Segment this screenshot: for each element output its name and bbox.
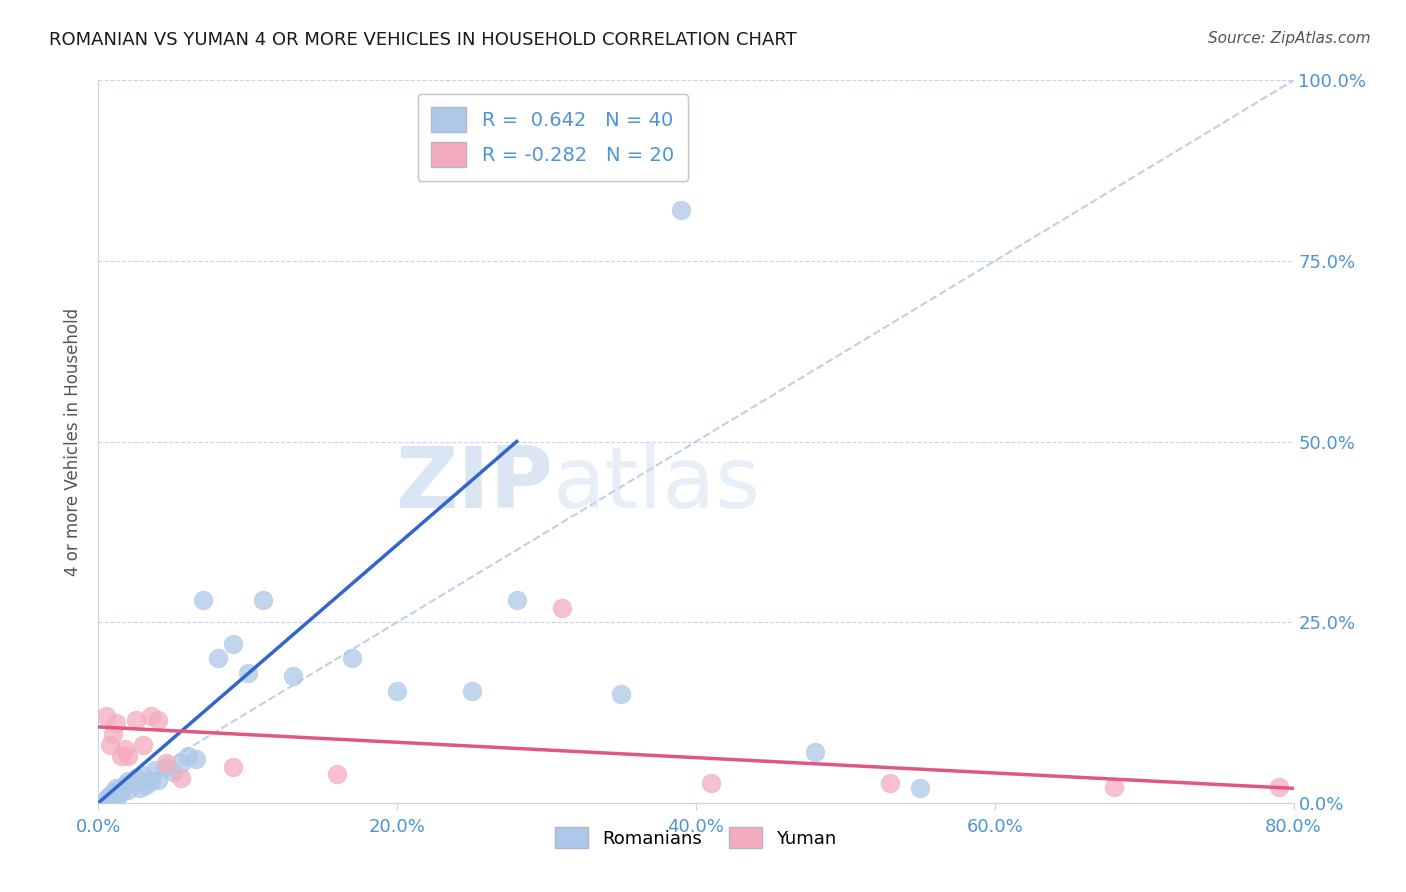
Point bbox=[110, 785, 132, 799]
Point bbox=[105, 716, 128, 731]
Point bbox=[98, 738, 122, 752]
Point bbox=[107, 789, 129, 803]
Point bbox=[125, 713, 148, 727]
Point bbox=[162, 765, 184, 780]
Point bbox=[222, 637, 245, 651]
Point bbox=[110, 748, 132, 763]
Text: atlas: atlas bbox=[553, 443, 761, 526]
Point bbox=[804, 745, 827, 759]
Point bbox=[132, 738, 155, 752]
Point bbox=[139, 774, 162, 789]
Point bbox=[148, 772, 170, 787]
Point bbox=[117, 748, 139, 763]
Point bbox=[132, 768, 155, 782]
Point bbox=[155, 756, 177, 770]
Point bbox=[326, 767, 349, 781]
Point bbox=[117, 782, 139, 797]
Point bbox=[105, 781, 128, 796]
Point bbox=[236, 665, 259, 680]
Point bbox=[1267, 780, 1289, 794]
Point bbox=[94, 792, 117, 806]
Point bbox=[177, 748, 200, 763]
Point bbox=[700, 775, 723, 789]
Point bbox=[550, 600, 572, 615]
Point bbox=[385, 683, 409, 698]
Point bbox=[191, 593, 214, 607]
Point bbox=[103, 787, 125, 801]
Point bbox=[108, 782, 131, 797]
Point bbox=[169, 756, 191, 770]
Point bbox=[98, 790, 122, 805]
Point bbox=[879, 775, 901, 789]
Point bbox=[120, 775, 142, 789]
Text: ZIP: ZIP bbox=[395, 443, 553, 526]
Point bbox=[148, 713, 170, 727]
Point bbox=[114, 778, 136, 792]
Point bbox=[169, 771, 191, 785]
Point bbox=[252, 593, 274, 607]
Legend: R =  0.642   N = 40, R = -0.282   N = 20: R = 0.642 N = 40, R = -0.282 N = 20 bbox=[418, 94, 688, 180]
Point bbox=[135, 778, 157, 792]
Point bbox=[143, 764, 166, 778]
Point bbox=[103, 727, 125, 741]
Point bbox=[222, 760, 245, 774]
Point bbox=[125, 771, 148, 785]
Point bbox=[506, 593, 529, 607]
Point bbox=[155, 760, 177, 774]
Point bbox=[281, 669, 304, 683]
Point bbox=[97, 789, 120, 803]
Point bbox=[111, 780, 134, 794]
Point bbox=[207, 651, 229, 665]
Point bbox=[669, 203, 692, 218]
Point bbox=[103, 785, 125, 799]
Point bbox=[908, 781, 931, 796]
Point bbox=[94, 709, 117, 723]
Point bbox=[184, 752, 207, 766]
Point bbox=[1104, 780, 1126, 794]
Text: ROMANIAN VS YUMAN 4 OR MORE VEHICLES IN HOUSEHOLD CORRELATION CHART: ROMANIAN VS YUMAN 4 OR MORE VEHICLES IN … bbox=[49, 31, 797, 49]
Point bbox=[129, 781, 152, 796]
Point bbox=[117, 774, 139, 789]
Point bbox=[461, 683, 484, 698]
Point bbox=[114, 741, 136, 756]
Point bbox=[139, 709, 162, 723]
Point bbox=[342, 651, 364, 665]
Point bbox=[610, 687, 633, 701]
Y-axis label: 4 or more Vehicles in Household: 4 or more Vehicles in Household bbox=[65, 308, 83, 575]
Text: Source: ZipAtlas.com: Source: ZipAtlas.com bbox=[1208, 31, 1371, 46]
